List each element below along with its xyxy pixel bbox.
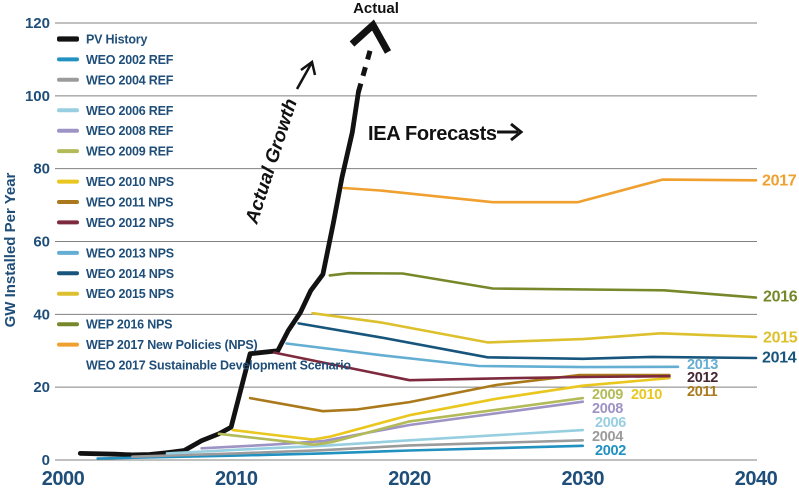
series-line-weo2015	[311, 311, 758, 344]
series-line-weo2010	[231, 376, 671, 441]
legend-swatch-12	[57, 291, 79, 296]
legend-label-13: WEP 2016 NPS	[86, 318, 172, 332]
y-tick-label-80: 80	[33, 161, 50, 178]
series-line-weo2002	[96, 444, 585, 460]
legend-label-3: WEO 2004 REF	[86, 73, 174, 87]
legend-swatch-7	[57, 179, 79, 184]
end-label-2011: 2011	[687, 384, 717, 400]
legend-label-15: WEO 2017 Sustainable Development Scenari…	[86, 359, 351, 373]
end-label-2013: 2013	[687, 357, 718, 373]
iea-forecasts-label: IEA Forecasts	[368, 123, 497, 145]
legend-swatch-8	[57, 200, 79, 204]
legend-label-6: WEO 2009 REF	[86, 145, 174, 159]
y-axis-title: GW Installed Per Year	[2, 172, 19, 327]
legend-swatch-9	[57, 220, 79, 225]
legend-label-5: WEO 2008 REF	[86, 124, 174, 138]
legend-swatch-11	[57, 271, 79, 276]
y-tick-label-40: 40	[33, 306, 50, 323]
legend-swatch-2	[57, 57, 79, 62]
legend-swatch-6	[57, 149, 79, 154]
x-tick-label-2020: 2020	[388, 468, 431, 490]
end-label-2010: 2010	[631, 387, 662, 403]
y-tick-label-100: 100	[25, 88, 50, 105]
series-line-weo2011	[248, 373, 671, 413]
end-label-2002: 2002	[595, 443, 626, 459]
series-line-weo2008	[200, 400, 585, 450]
end-label-2015: 2015	[763, 330, 798, 347]
y-tick-label-20: 20	[33, 379, 50, 396]
actual-growth-label: Actual Growth	[241, 96, 301, 227]
legend-label-14: WEP 2017 New Policies (NPS)	[86, 338, 258, 352]
annotations-layer: Actual Actual Growth IEA Forecasts	[241, 0, 524, 227]
legend-label-2: WEO 2002 REF	[86, 53, 174, 67]
legend-label-10: WEO 2013 NPS	[86, 246, 174, 260]
series-line-wep2017	[342, 178, 758, 204]
legend-swatch-1	[57, 36, 79, 42]
y-tick-label-60: 60	[33, 234, 50, 251]
legend-swatch-10	[57, 250, 79, 255]
x-tick-label-2040: 2040	[735, 468, 778, 490]
y-tick-label-0: 0	[42, 452, 50, 469]
x-tick-label-2030: 2030	[562, 468, 605, 490]
legend-label-11: WEO 2014 NPS	[86, 267, 174, 281]
end-label-2009: 2009	[592, 387, 623, 403]
end-label-2006: 2006	[595, 415, 626, 431]
series-line-wep2016	[328, 271, 758, 299]
legend-swatch-4	[57, 108, 79, 113]
actual-label: Actual	[353, 0, 399, 17]
end-label-2012: 2012	[687, 370, 718, 386]
gridlines-layer	[55, 22, 757, 461]
actual-growth-arrowhead-icon	[300, 59, 317, 76]
legend-label-9: WEO 2012 NPS	[86, 216, 174, 230]
legend-layer: PV History WEO 2002 REF WEO 2004 REF WEO 20…	[57, 33, 352, 373]
legend-swatch-13	[57, 322, 79, 327]
legend-label-7: WEO 2010 NPS	[86, 175, 174, 189]
x-tick-label-2010: 2010	[215, 468, 258, 490]
actual-growth-arrow-shaft	[295, 63, 313, 90]
series-line-pv_history	[77, 89, 361, 458]
legend-swatch-5	[57, 128, 79, 133]
legend-swatch-14	[57, 342, 79, 347]
series-line-weo2014	[297, 322, 758, 361]
y-tick-label-120: 120	[25, 15, 50, 32]
series-line-weo2012	[273, 351, 671, 382]
legend-label-4: WEO 2006 REF	[86, 104, 174, 118]
series-line-weo2004	[131, 438, 585, 459]
pv-projection-dashed-line	[355, 47, 374, 93]
end-label-2017: 2017	[762, 173, 797, 190]
end-label-2008: 2008	[592, 401, 623, 417]
end-label-2004: 2004	[592, 429, 623, 445]
legend-label-12: WEO 2015 NPS	[86, 287, 174, 301]
series-line-weo2009	[217, 396, 585, 447]
pv-projection-arrowhead-icon	[349, 19, 392, 54]
legend-swatch-3	[57, 77, 79, 82]
series-line-weo2006	[165, 428, 585, 455]
series-lines-layer	[77, 89, 758, 460]
end-label-2014: 2014	[762, 350, 797, 367]
legend-label-1: PV History	[86, 33, 147, 47]
legend-label-8: WEO 2011 NPS	[86, 196, 173, 210]
x-tick-label-2000: 2000	[42, 468, 85, 490]
end-label-2016: 2016	[763, 289, 798, 306]
iea-forecasts-arrowhead-icon	[510, 122, 524, 142]
series-line-weo2013	[285, 342, 680, 369]
